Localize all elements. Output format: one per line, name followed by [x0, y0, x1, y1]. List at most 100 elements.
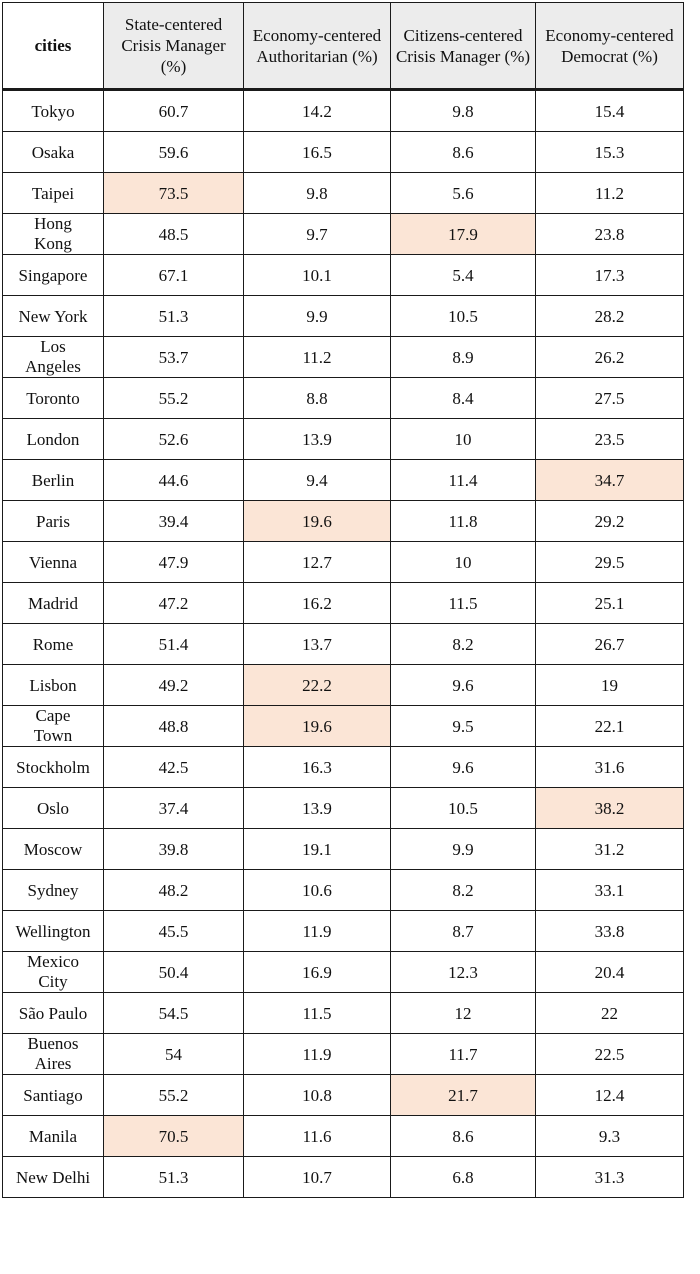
citizens-centered-crisis-manager-cell: 11.4	[390, 459, 536, 501]
economy-centered-democrat-cell: 33.1	[535, 869, 684, 911]
state-centered-crisis-manager-cell: 51.3	[103, 1156, 244, 1198]
table-row: New York 51.3 9.9 10.5 28.2	[2, 295, 684, 337]
city-name-cell: Oslo	[2, 787, 104, 829]
state-centered-crisis-manager-cell: 48.2	[103, 869, 244, 911]
economy-centered-authoritarian-cell: 10.6	[243, 869, 391, 911]
citizens-centered-crisis-manager-cell: 12.3	[390, 951, 536, 993]
economy-centered-democrat-cell: 27.5	[535, 377, 684, 419]
table-row: Los Angeles 53.7 11.2 8.9 26.2	[2, 336, 684, 378]
state-centered-crisis-manager-cell: 54	[103, 1033, 244, 1075]
economy-centered-authoritarian-cell: 10.1	[243, 254, 391, 296]
citizens-centered-crisis-manager-cell: 8.6	[390, 131, 536, 173]
city-name-cell: Paris	[2, 500, 104, 542]
table-row: Oslo 37.4 13.9 10.5 38.2	[2, 787, 684, 829]
economy-centered-authoritarian-cell: 8.8	[243, 377, 391, 419]
city-name-cell: Singapore	[2, 254, 104, 296]
table-row: Osaka 59.6 16.5 8.6 15.3	[2, 131, 684, 173]
economy-centered-democrat-cell: 25.1	[535, 582, 684, 624]
economy-centered-authoritarian-cell: 19.6	[243, 500, 391, 542]
state-centered-crisis-manager-cell: 49.2	[103, 664, 244, 706]
table-row: Wellington 45.5 11.9 8.7 33.8	[2, 910, 684, 952]
citizens-centered-crisis-manager-cell: 6.8	[390, 1156, 536, 1198]
table-row: São Paulo 54.5 11.5 12 22	[2, 992, 684, 1034]
economy-centered-authoritarian-cell: 14.2	[243, 89, 391, 132]
economy-centered-democrat-cell: 22	[535, 992, 684, 1034]
economy-centered-authoritarian-cell: 9.8	[243, 172, 391, 214]
economy-centered-democrat-cell: 11.2	[535, 172, 684, 214]
citizens-centered-crisis-manager-cell: 9.6	[390, 664, 536, 706]
table-row: Cape Town 48.8 19.6 9.5 22.1	[2, 705, 684, 747]
economy-centered-authoritarian-cell: 16.5	[243, 131, 391, 173]
state-centered-crisis-manager-cell: 44.6	[103, 459, 244, 501]
citizens-centered-crisis-manager-cell: 8.4	[390, 377, 536, 419]
economy-centered-authoritarian-cell: 9.9	[243, 295, 391, 337]
city-name-cell: London	[2, 418, 104, 460]
economy-centered-authoritarian-cell: 9.7	[243, 213, 391, 255]
table-row: Buenos Aires 54 11.9 11.7 22.5	[2, 1033, 684, 1075]
table-row: Vienna 47.9 12.7 10 29.5	[2, 541, 684, 583]
city-name-cell: Stockholm	[2, 746, 104, 788]
economy-centered-democrat-cell: 38.2	[535, 787, 684, 829]
state-centered-crisis-manager-cell: 55.2	[103, 1074, 244, 1116]
city-name-cell: Moscow	[2, 828, 104, 870]
table-body: Tokyo 60.7 14.2 9.8 15.4 Osaka 59.6 16.5 8.6 15.3…	[2, 89, 684, 1198]
state-centered-crisis-manager-cell: 47.2	[103, 582, 244, 624]
citizens-centered-crisis-manager-cell: 9.9	[390, 828, 536, 870]
citizens-centered-crisis-manager-cell: 10	[390, 541, 536, 583]
economy-centered-democrat-cell: 12.4	[535, 1074, 684, 1116]
state-centered-crisis-manager-cell: 59.6	[103, 131, 244, 173]
economy-centered-democrat-cell: 33.8	[535, 910, 684, 952]
citizens-centered-crisis-manager-cell: 9.5	[390, 705, 536, 747]
citizens-centered-crisis-manager-cell: 10.5	[390, 787, 536, 829]
city-typology-table: cities State-centered Crisis Manager (%)…	[2, 2, 684, 1198]
economy-centered-democrat-cell: 34.7	[535, 459, 684, 501]
column-header-economy-centered-authoritarian: Economy-centered Authoritarian (%)	[243, 2, 391, 91]
economy-centered-democrat-cell: 17.3	[535, 254, 684, 296]
table-row: Madrid 47.2 16.2 11.5 25.1	[2, 582, 684, 624]
state-centered-crisis-manager-cell: 54.5	[103, 992, 244, 1034]
table-row: Santiago 55.2 10.8 21.7 12.4	[2, 1074, 684, 1116]
economy-centered-authoritarian-cell: 13.9	[243, 787, 391, 829]
economy-centered-authoritarian-cell: 10.8	[243, 1074, 391, 1116]
state-centered-crisis-manager-cell: 51.3	[103, 295, 244, 337]
city-name-cell: Toronto	[2, 377, 104, 419]
state-centered-crisis-manager-cell: 60.7	[103, 89, 244, 132]
table-row: Paris 39.4 19.6 11.8 29.2	[2, 500, 684, 542]
citizens-centered-crisis-manager-cell: 12	[390, 992, 536, 1034]
economy-centered-democrat-cell: 31.2	[535, 828, 684, 870]
state-centered-crisis-manager-cell: 52.6	[103, 418, 244, 460]
state-centered-crisis-manager-cell: 45.5	[103, 910, 244, 952]
state-centered-crisis-manager-cell: 48.5	[103, 213, 244, 255]
citizens-centered-crisis-manager-cell: 8.7	[390, 910, 536, 952]
economy-centered-democrat-cell: 15.3	[535, 131, 684, 173]
economy-centered-democrat-cell: 26.2	[535, 336, 684, 378]
economy-centered-authoritarian-cell: 19.1	[243, 828, 391, 870]
city-name-cell: Manila	[2, 1115, 104, 1157]
economy-centered-authoritarian-cell: 9.4	[243, 459, 391, 501]
state-centered-crisis-manager-cell: 39.4	[103, 500, 244, 542]
state-centered-crisis-manager-cell: 48.8	[103, 705, 244, 747]
city-name-cell: Sydney	[2, 869, 104, 911]
economy-centered-authoritarian-cell: 13.7	[243, 623, 391, 665]
table-row: Tokyo 60.7 14.2 9.8 15.4	[2, 89, 684, 132]
city-name-cell: Taipei	[2, 172, 104, 214]
city-name-cell: Hong Kong	[2, 213, 104, 255]
city-name-cell: Rome	[2, 623, 104, 665]
economy-centered-democrat-cell: 22.1	[535, 705, 684, 747]
economy-centered-authoritarian-cell: 19.6	[243, 705, 391, 747]
state-centered-crisis-manager-cell: 39.8	[103, 828, 244, 870]
citizens-centered-crisis-manager-cell: 9.8	[390, 89, 536, 132]
city-name-cell: Vienna	[2, 541, 104, 583]
citizens-centered-crisis-manager-cell: 8.9	[390, 336, 536, 378]
state-centered-crisis-manager-cell: 37.4	[103, 787, 244, 829]
citizens-centered-crisis-manager-cell: 21.7	[390, 1074, 536, 1116]
table-row: Singapore 67.1 10.1 5.4 17.3	[2, 254, 684, 296]
economy-centered-authoritarian-cell: 22.2	[243, 664, 391, 706]
city-name-cell: Mexico City	[2, 951, 104, 993]
city-name-cell: Cape Town	[2, 705, 104, 747]
state-centered-crisis-manager-cell: 73.5	[103, 172, 244, 214]
state-centered-crisis-manager-cell: 51.4	[103, 623, 244, 665]
economy-centered-democrat-cell: 23.5	[535, 418, 684, 460]
city-name-cell: Santiago	[2, 1074, 104, 1116]
economy-centered-democrat-cell: 26.7	[535, 623, 684, 665]
